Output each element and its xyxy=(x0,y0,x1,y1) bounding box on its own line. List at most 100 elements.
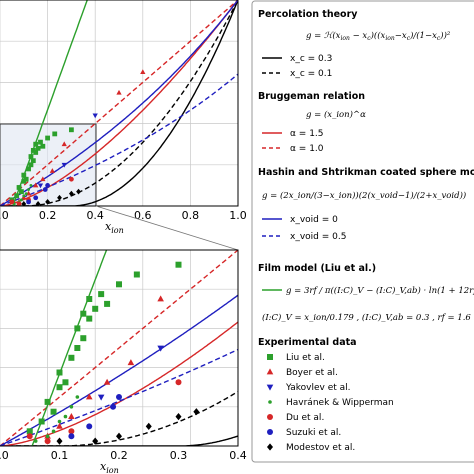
data-point-liu xyxy=(56,369,63,376)
data-point-havranek xyxy=(22,194,26,198)
top-curves xyxy=(0,0,238,206)
data-point-modestov xyxy=(193,408,200,416)
data-point-boyer xyxy=(116,89,122,95)
data-point-liu xyxy=(38,139,43,145)
curve-hashin-xvoid-0.5 xyxy=(0,73,238,206)
data-point-liu xyxy=(38,418,45,425)
data-point-liu xyxy=(133,271,140,278)
data-point-havranek xyxy=(75,395,80,399)
data-point-yakovlev xyxy=(157,345,164,352)
legend-marker-experimental xyxy=(268,400,272,404)
legend-label-experimental: Yakovlev et al. xyxy=(285,383,351,393)
curve-bruggeman-alpha-1.0 xyxy=(0,250,238,446)
legend-title-film: Film model (Liu et al.) xyxy=(258,263,376,274)
data-point-modestov xyxy=(57,194,62,201)
data-point-du xyxy=(69,176,74,182)
data-point-boyer xyxy=(40,176,46,182)
x-tick-label: 0.4 xyxy=(86,209,104,222)
data-point-boyer xyxy=(85,393,93,400)
data-point-liu xyxy=(33,150,39,155)
data-point-liu xyxy=(33,141,39,147)
hashin-equation: g = (2x_ion/(3−x_ion))(2(x_void−1)/(2+x_… xyxy=(262,190,466,201)
data-point-du xyxy=(9,199,15,205)
data-point-havranek xyxy=(19,198,23,202)
legend-label-xvoid-0.5: x_void = 0.5 xyxy=(290,232,346,242)
x-tick-label: 0.0 xyxy=(0,449,9,462)
curve-percolation-xc-0.1 xyxy=(0,0,238,206)
curve-bruggeman-alpha-1.5 xyxy=(0,321,238,446)
top-chart-panel: 0.00.20.40.60.81.0 x_ion xion xyxy=(0,0,247,235)
top-axes-frame xyxy=(0,0,239,207)
data-point-liu xyxy=(62,379,69,386)
data-point-havranek xyxy=(51,429,56,434)
curve-percolation-xc-0.3 xyxy=(0,0,238,206)
film-equation-2: (I:C)_V = x_ion/0.179 , (I:C)_V,ab = 0.3… xyxy=(262,312,471,323)
data-point-liu xyxy=(50,408,57,415)
legend-title-percolation: Percolation theory xyxy=(258,9,358,20)
data-point-modestov xyxy=(92,437,99,445)
bruggeman-equation: g = (x_ion)^α xyxy=(306,109,366,120)
data-point-liu xyxy=(98,291,105,298)
percolation-equation: g = ℋ(xion − xc)((xion−xc)/(1−xc))² xyxy=(306,30,451,42)
data-point-suzuki xyxy=(42,187,48,192)
legend-frame xyxy=(251,0,474,463)
data-point-liu xyxy=(52,131,58,137)
data-point-modestov xyxy=(175,413,182,421)
legend-label-alpha-1.5: α = 1.5 xyxy=(290,129,324,139)
data-point-modestov xyxy=(69,190,74,197)
data-point-liu xyxy=(80,310,87,317)
data-point-yakovlev xyxy=(37,183,44,189)
data-point-boyer xyxy=(140,69,146,75)
data-point-liu xyxy=(30,158,36,164)
bottom-curves xyxy=(0,250,238,446)
data-point-liu xyxy=(16,185,22,190)
legend-title-bruggeman: Bruggeman relation xyxy=(258,91,365,102)
data-point-du xyxy=(26,433,33,440)
x-tick-label: 0.2 xyxy=(39,209,57,222)
film-equation-1: g = 3rf / π((I:C)_V − (I:C)_V,ab) · ln(1… xyxy=(286,285,474,296)
data-point-havranek xyxy=(29,183,33,187)
legend-marker-experimental xyxy=(267,354,273,360)
legend-label-experimental: Boyer et al. xyxy=(286,368,338,378)
data-point-liu xyxy=(92,305,99,312)
curve-film-model xyxy=(31,250,108,446)
data-point-liu xyxy=(86,296,93,302)
bottom-axes-frame xyxy=(0,249,239,447)
data-point-modestov xyxy=(21,201,27,206)
data-point-havranek xyxy=(69,405,74,409)
data-point-liu xyxy=(104,300,111,307)
top-x-tick-labels: 0.0 0.2 0.4 0.6 0.8 1.0 xyxy=(0,209,247,222)
data-point-suzuki xyxy=(86,423,93,430)
data-point-suzuki xyxy=(110,403,117,410)
data-point-liu xyxy=(21,172,27,178)
data-point-modestov xyxy=(35,201,41,206)
data-point-liu xyxy=(80,335,87,342)
data-point-suzuki xyxy=(116,394,122,400)
x-tick-label: 1.0 xyxy=(229,209,247,222)
data-point-boyer xyxy=(61,141,67,147)
legend-label-experimental: Du et al. xyxy=(286,413,324,423)
legend-label-xc-0.3: x_c = 0.3 xyxy=(290,54,332,64)
data-point-liu xyxy=(175,261,182,268)
data-point-havranek xyxy=(33,439,38,443)
top-x-axis-label-text: xion xyxy=(105,220,124,235)
data-point-du xyxy=(16,201,22,206)
data-point-du xyxy=(44,438,51,445)
curve-percolation-xc-0.3 xyxy=(0,435,238,446)
legend-label-experimental: Havránek & Wipperman xyxy=(286,398,394,408)
data-point-yakovlev xyxy=(235,228,242,234)
data-point-modestov xyxy=(145,422,152,430)
data-point-liu xyxy=(86,315,93,322)
curve-bruggeman-alpha-1.0 xyxy=(0,0,238,206)
data-point-modestov xyxy=(56,437,63,445)
x-tick-label: 0.6 xyxy=(134,209,152,222)
data-point-boyer xyxy=(56,422,63,429)
legend-label-xvoid-0: x_void = 0 xyxy=(290,215,338,225)
x-tick-label: 0.0 xyxy=(0,209,9,222)
legend-label-alpha-1.0: α = 1.0 xyxy=(290,144,324,154)
data-point-modestov xyxy=(45,199,50,205)
data-point-boyer xyxy=(33,182,39,188)
data-point-boyer xyxy=(157,295,164,302)
data-point-havranek xyxy=(63,414,68,419)
